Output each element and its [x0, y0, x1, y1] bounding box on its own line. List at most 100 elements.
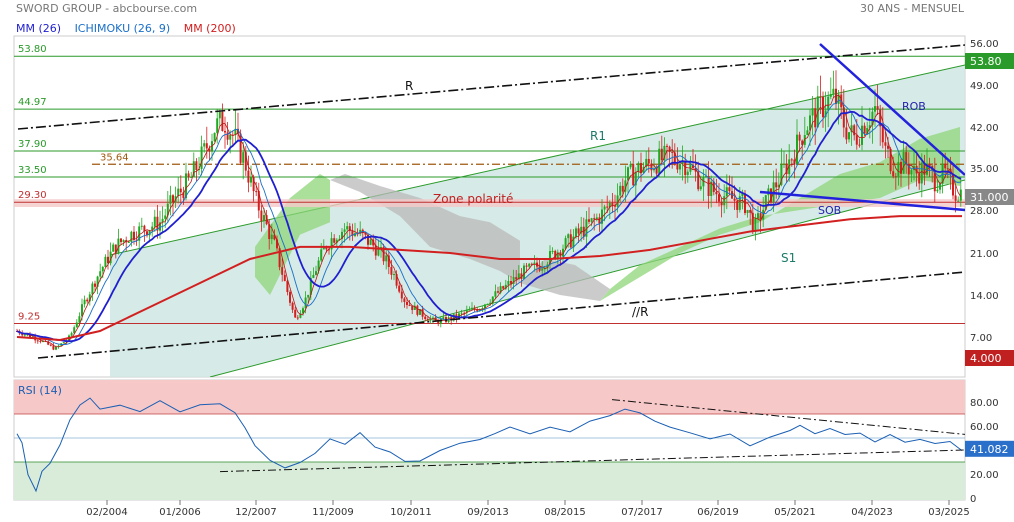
candle-body: [494, 291, 497, 297]
candle-body: [749, 210, 752, 213]
candle-body: [954, 195, 957, 201]
candle-body: [606, 206, 609, 208]
candle-body: [926, 163, 928, 175]
candle-body: [390, 267, 393, 275]
candle-body: [720, 201, 723, 206]
level-label-35-64: 35.64: [100, 152, 129, 163]
x-tick-label: 07/2017: [621, 507, 663, 518]
candle-body: [270, 234, 273, 240]
candle-body: [530, 263, 533, 265]
candle-body: [876, 106, 879, 110]
candle-body: [655, 168, 658, 174]
x-tick-label: 09/2013: [467, 507, 509, 518]
candle-body: [811, 108, 814, 116]
candle-body: [959, 189, 962, 201]
candle-body: [120, 238, 122, 243]
level-label-37-90: 37.90: [18, 139, 47, 150]
candle-body: [673, 152, 676, 163]
candle-body: [624, 180, 627, 192]
candle-body: [403, 298, 406, 302]
candle-body: [897, 161, 900, 178]
candle-body: [393, 274, 395, 276]
candle-body: [133, 231, 135, 240]
candle-body: [585, 219, 588, 237]
candle-body: [143, 225, 146, 232]
candle-body: [881, 126, 884, 143]
candle-body: [156, 216, 159, 231]
price-badge-label: 31.000: [970, 191, 1009, 204]
candle-body: [676, 162, 679, 170]
candle-body: [203, 143, 206, 147]
candle-body: [395, 274, 398, 286]
candle-body: [718, 194, 720, 202]
candle-body: [588, 219, 590, 222]
candle-body: [166, 203, 169, 216]
candle-body: [918, 173, 921, 184]
candle-body: [36, 340, 39, 342]
candle-body: [686, 171, 689, 175]
price-badge-label: 53.80: [970, 55, 1002, 68]
candle-body: [502, 286, 505, 289]
candle-body: [572, 236, 575, 248]
chart-period: 30 ANS - MENSUEL: [860, 2, 964, 15]
candle-body: [642, 166, 645, 173]
candle-body: [824, 110, 827, 118]
candle-body: [302, 308, 304, 314]
candle-body: [533, 262, 536, 265]
candle-body: [364, 232, 367, 235]
price-badge-bg: [965, 189, 1014, 205]
candle-body: [164, 215, 167, 219]
candle-body: [603, 206, 606, 210]
cloud-segment-4: [600, 127, 960, 301]
candle-body: [411, 305, 414, 310]
candle-body: [315, 271, 317, 275]
candle-body: [853, 125, 856, 136]
candle-body: [148, 230, 151, 236]
candle-body: [151, 226, 154, 231]
candle-body: [611, 202, 614, 206]
candle-body: [268, 224, 271, 240]
candle-body: [580, 226, 583, 234]
annotation-1: R1: [590, 129, 606, 143]
candle-body: [517, 273, 520, 280]
candle-body: [595, 217, 598, 220]
candle-body: [621, 185, 624, 192]
candle-body: [265, 215, 268, 225]
candle-body: [252, 176, 255, 192]
candle-body: [338, 238, 341, 240]
candle-body: [653, 168, 655, 171]
candle-body: [837, 94, 840, 104]
candle-body: [468, 309, 471, 311]
candle-body: [907, 164, 910, 175]
candle-body: [182, 192, 185, 199]
candle-body: [793, 159, 796, 165]
rsi-tick-label: 20.00: [970, 470, 999, 481]
candle-body: [905, 152, 908, 165]
candle-body: [887, 145, 889, 149]
x-tick-label: 01/2006: [159, 507, 201, 518]
candle-body: [632, 164, 635, 186]
x-tick-label: 12/2007: [235, 507, 277, 518]
rsi-oversold-band: [14, 462, 965, 500]
price-badge-bg: [965, 350, 1014, 366]
candle-body: [432, 317, 434, 319]
candle-body: [499, 286, 502, 293]
x-tick-label: 02/2004: [86, 507, 128, 518]
candle-body: [122, 240, 125, 243]
price-badge-label: 4.000: [970, 352, 1002, 365]
level-label-53-80: 53.80: [18, 44, 47, 55]
price-tick-label: 56.00: [970, 39, 999, 50]
candle-body: [429, 318, 432, 321]
candle-body: [382, 247, 385, 262]
candle-body: [385, 255, 388, 262]
candle-body: [341, 231, 343, 239]
candle-body: [699, 186, 702, 190]
candle-body: [367, 234, 369, 245]
candle-body: [146, 231, 148, 236]
candle-body: [863, 125, 866, 134]
trendline-parallel-r: [37, 271, 965, 359]
chart-source: SWORD GROUP - abcbourse.com: [16, 2, 198, 15]
candle-body: [809, 115, 811, 131]
candle-body: [538, 266, 541, 271]
candle-body: [775, 182, 778, 188]
